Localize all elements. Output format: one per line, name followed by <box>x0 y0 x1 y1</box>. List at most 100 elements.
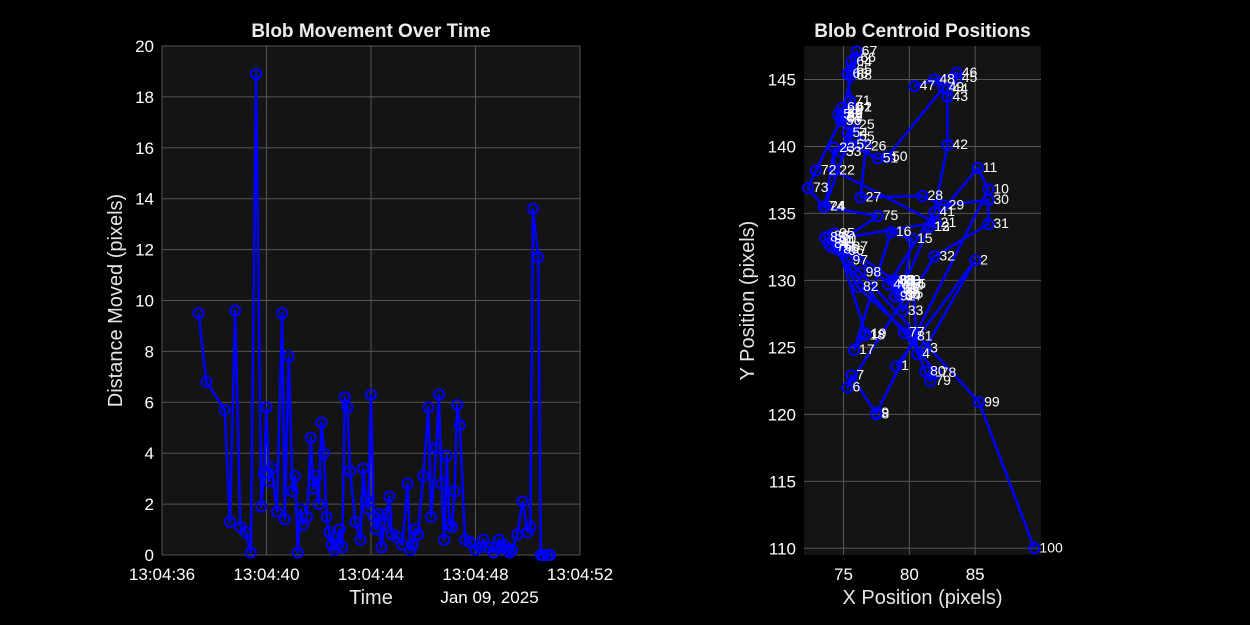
data-point <box>858 329 871 342</box>
x-tick-label: 13:04:36 <box>129 565 195 584</box>
point-label: 36 <box>905 275 921 291</box>
data-point <box>282 350 295 363</box>
data-point <box>291 546 304 559</box>
data-point <box>982 194 995 207</box>
point-label: 79 <box>935 372 951 388</box>
data-point <box>218 403 231 416</box>
point-label: 70 <box>847 104 863 120</box>
data-point <box>412 528 425 541</box>
data-point <box>854 191 867 204</box>
data-point <box>896 305 909 318</box>
point-label: 60 <box>847 99 863 115</box>
data-point <box>474 541 487 554</box>
data-point <box>300 510 313 523</box>
point-label: 49 <box>949 79 965 95</box>
point-label: 64 <box>856 53 872 69</box>
point-label: 90 <box>905 286 921 302</box>
y-tick-label: 125 <box>768 338 796 357</box>
point-label: 48 <box>939 70 955 86</box>
data-point <box>425 510 438 523</box>
point-label: 2 <box>980 251 988 267</box>
point-label: 39 <box>905 271 921 287</box>
data-point <box>320 510 333 523</box>
data-point <box>503 546 516 559</box>
point-label: 21 <box>941 214 957 230</box>
data-point <box>848 131 861 144</box>
point-label: 100 <box>1039 539 1063 555</box>
point-label: 97 <box>852 251 868 267</box>
point-label: 6 <box>852 379 860 395</box>
data-point <box>1028 542 1041 555</box>
data-point <box>344 465 357 478</box>
data-point <box>871 152 884 165</box>
point-label: 31 <box>993 215 1009 231</box>
data-point <box>859 327 872 340</box>
data-point <box>850 45 863 58</box>
data-point <box>828 164 841 177</box>
data-point <box>239 526 252 539</box>
point-label: 51 <box>883 150 899 166</box>
x-tick-label: 85 <box>966 565 985 584</box>
y-tick-label: 10 <box>135 292 154 311</box>
data-point <box>844 94 857 107</box>
point-label: 94 <box>839 233 855 249</box>
data-point <box>845 69 858 82</box>
point-label: 93 <box>902 281 918 297</box>
data-point <box>890 360 903 373</box>
data-point <box>973 396 986 409</box>
data-point <box>255 500 268 513</box>
y-tick-label: 4 <box>145 444 154 463</box>
data-point <box>310 470 323 483</box>
point-label: 23 <box>839 139 855 155</box>
data-point <box>304 431 317 444</box>
data-point <box>490 541 503 554</box>
point-label: 5 <box>918 275 926 291</box>
point-label: 19 <box>871 325 887 341</box>
data-point <box>526 202 539 215</box>
data-point <box>845 369 858 382</box>
data-point <box>854 266 867 279</box>
data-point <box>453 419 466 432</box>
y-tick-label: 12 <box>135 241 154 260</box>
data-point <box>971 161 984 174</box>
point-label: 41 <box>939 203 955 219</box>
data-point <box>905 232 918 245</box>
point-label: 16 <box>896 223 912 239</box>
data-point <box>937 199 950 212</box>
data-point <box>891 283 904 296</box>
y-tick-label: 8 <box>145 342 154 361</box>
point-label: 95 <box>839 225 855 241</box>
y-tick-label: 130 <box>768 271 796 290</box>
centroid-y-axis-label: Y Position (pixels) <box>737 221 759 381</box>
data-point <box>537 549 550 561</box>
data-point <box>884 226 897 239</box>
point-label: 33 <box>908 302 924 318</box>
point-label: 30 <box>993 191 1009 207</box>
data-point <box>294 503 307 516</box>
point-label: 42 <box>953 136 969 152</box>
point-label: 46 <box>962 64 978 80</box>
point-label: 85 <box>830 229 846 245</box>
y-tick-label: 145 <box>768 70 796 89</box>
point-label: 37 <box>905 281 921 297</box>
y-tick-label: 140 <box>768 137 796 156</box>
data-point <box>333 523 346 536</box>
point-label: 77 <box>909 324 925 340</box>
data-point <box>969 254 982 267</box>
point-label: 14 <box>909 275 925 291</box>
data-point <box>448 485 461 498</box>
point-label: 61 <box>856 99 872 115</box>
point-label: 84 <box>834 235 850 251</box>
y-tick-label: 135 <box>768 204 796 223</box>
data-point <box>511 528 524 541</box>
data-point <box>192 307 205 320</box>
movement-x-axis-label: Time <box>349 587 393 609</box>
data-point <box>354 533 367 546</box>
data-point <box>401 477 414 490</box>
point-label: 74 <box>829 198 845 214</box>
data-point <box>443 518 456 531</box>
point-label: 73 <box>813 179 829 195</box>
point-label: 24 <box>830 198 846 214</box>
